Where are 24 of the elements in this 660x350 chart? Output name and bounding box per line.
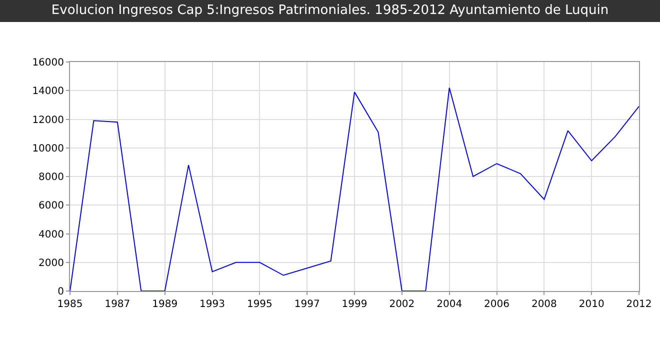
x-tick-label: 1995 (246, 299, 272, 310)
y-tick-label: 10000 (32, 143, 64, 154)
y-tick-label: 4000 (38, 229, 64, 240)
x-tick-label: 1987 (104, 299, 130, 310)
line-series (70, 87, 639, 291)
x-tick-label: 1993 (200, 299, 225, 310)
x-tick-label: 2010 (578, 299, 604, 310)
x-tick-label: 2006 (484, 299, 510, 310)
x-tick-label: 2004 (436, 299, 462, 310)
x-tick-label: 2008 (531, 299, 557, 310)
y-tick-label: 0 (58, 286, 64, 298)
y-tick-label: 6000 (38, 200, 64, 212)
x-tick-label: 1999 (342, 299, 368, 310)
y-tick-label: 2000 (38, 258, 64, 269)
x-tick-label: 2012 (626, 299, 652, 310)
x-tick-label: 1997 (294, 299, 320, 310)
y-tick-label: 12000 (32, 114, 64, 126)
y-tick-label: 8000 (38, 172, 64, 183)
y-tick-label: 14000 (32, 86, 64, 98)
x-tick-label: 1989 (152, 299, 178, 310)
y-tick-label: 16000 (32, 58, 64, 68)
chart-title: Evolucion Ingresos Cap 5:Ingresos Patrimoniales. 1985-2012 Ayuntamiento de Luquin (0, 0, 660, 22)
x-tick-label: 2002 (389, 299, 415, 310)
x-tick-label: 1985 (57, 299, 83, 310)
